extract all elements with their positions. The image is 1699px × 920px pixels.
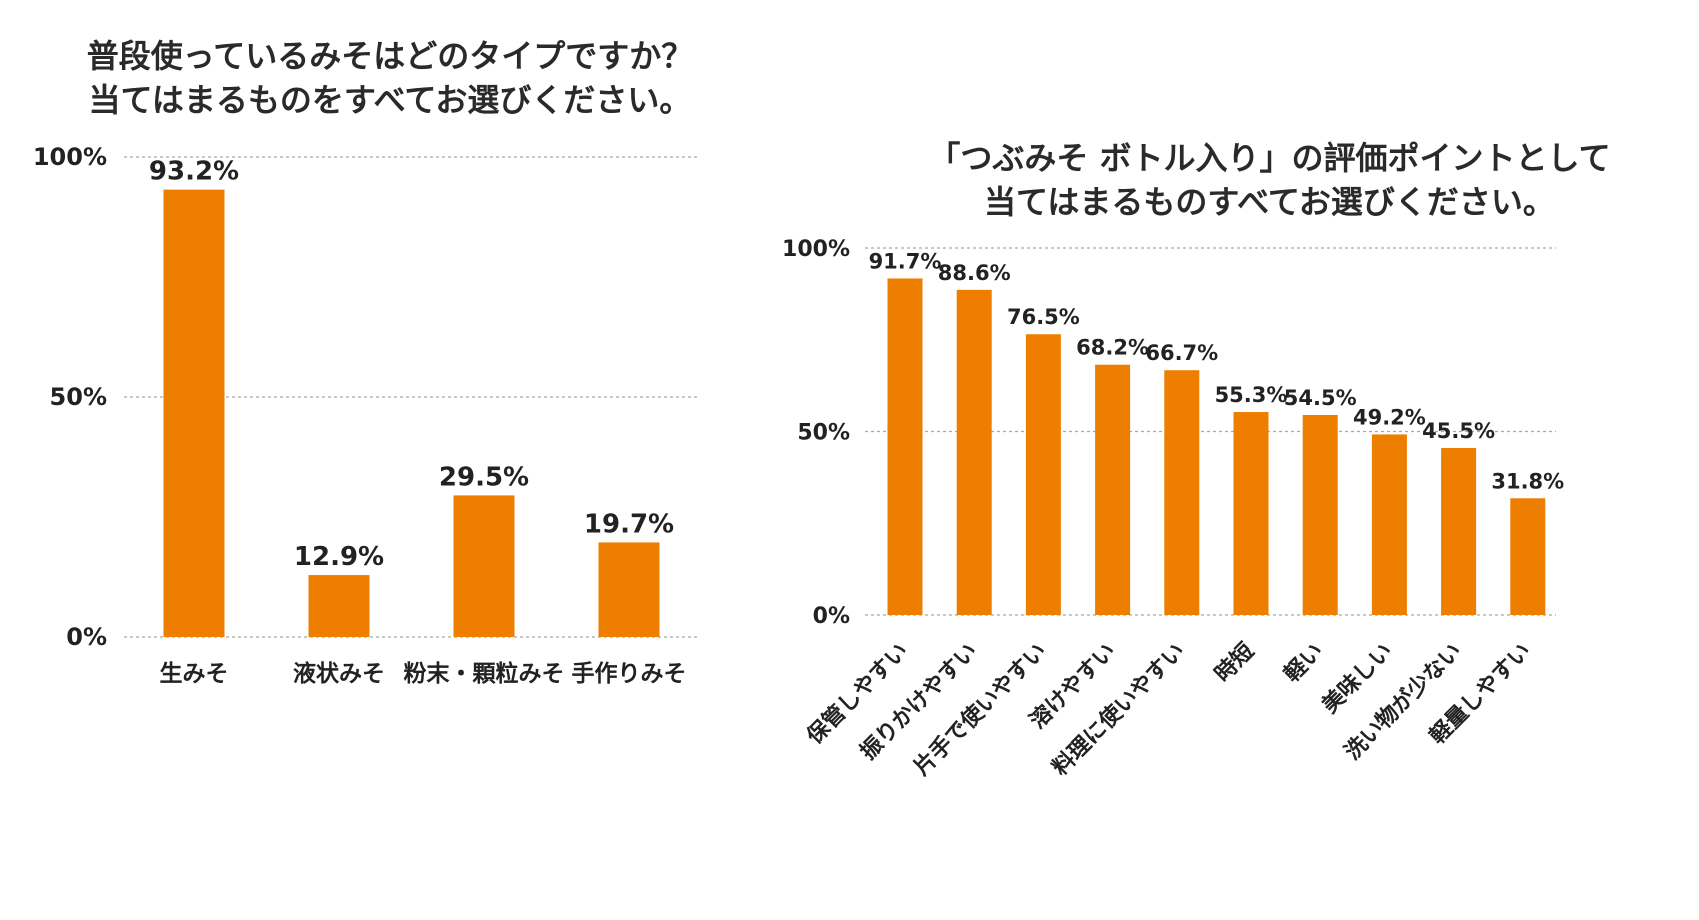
bar — [163, 189, 225, 637]
category-label: 時短 — [1210, 639, 1259, 688]
usage-chart-title-line-2: 当てはまるものをすべてお選びください。 — [88, 81, 692, 119]
category-label: 粉末・顆粒みそ — [404, 660, 565, 687]
value-label: 91.7% — [869, 249, 942, 273]
value-label: 68.2% — [1076, 336, 1149, 360]
y-tick-label: 100% — [782, 237, 850, 262]
usage-chart-title: 普段使っているみそはどのタイプですか？ 当てはまるものをすべてお選びください。 — [0, 34, 780, 122]
value-label: 12.9% — [294, 542, 384, 572]
y-tick-label: 100% — [33, 143, 107, 171]
value-label: 55.3% — [1215, 383, 1288, 407]
value-label: 29.5% — [439, 462, 529, 492]
category-label: 軽い — [1279, 638, 1329, 688]
value-label: 66.7% — [1145, 341, 1218, 365]
bar — [887, 278, 923, 615]
bar — [308, 575, 370, 637]
category-label: 生みそ — [160, 661, 229, 687]
bar — [1302, 414, 1338, 615]
rating-chart-panel: 「つぶみそ ボトル入り」の評価ポイントとして 当てはまるものすべてお選びください… — [782, 0, 1699, 920]
bar — [1510, 498, 1546, 615]
value-label: 19.7% — [584, 509, 674, 539]
y-tick-label: 0% — [813, 604, 850, 629]
category-label: 片手で使いやすい — [910, 639, 1052, 781]
category-label: 手作りみそ — [572, 661, 687, 687]
value-label: 49.2% — [1353, 405, 1426, 429]
y-tick-label: 50% — [50, 383, 107, 411]
y-tick-label: 50% — [797, 421, 850, 446]
rating-chart-title-line-1: 「つぶみそ ボトル入り」の評価ポイントとして — [928, 139, 1611, 177]
bar — [1233, 412, 1269, 615]
value-label: 45.5% — [1422, 419, 1495, 443]
usage-chart-title-line-1: 普段使っているみそはどのタイプですか？ — [86, 37, 694, 75]
usage-chart-panel: 普段使っているみそはどのタイプですか？ 当てはまるものをすべてお選びください。 … — [0, 0, 780, 920]
rating-chart-title: 「つぶみそ ボトル入り」の評価ポイントとして 当てはまるものすべてお選びください… — [840, 136, 1699, 224]
rating-bar-chart: 0%50%100% 91.7%保管しやすい88.6%振りかけやすい76.5%片手で… — [782, 237, 1564, 781]
bar — [956, 289, 992, 615]
category-label: 料理に使いやすい — [1048, 639, 1190, 781]
bar — [453, 495, 515, 637]
usage-bar-chart: 0% 50% 100% 93.2% 生みそ 12.9% 液状みそ 29.5% 粉末・顆粒みそ 19… — [33, 143, 698, 687]
bar — [1441, 448, 1477, 615]
bar — [1095, 364, 1131, 615]
value-label: 93.2% — [149, 157, 239, 187]
bar — [1025, 334, 1061, 615]
category-label: 洗い物が少ない — [1340, 638, 1467, 765]
y-tick-label: 0% — [66, 623, 107, 651]
category-label: 液状みそ — [293, 660, 385, 687]
bar — [598, 542, 660, 637]
bar — [1371, 434, 1407, 615]
value-label: 54.5% — [1284, 386, 1357, 410]
bar — [1164, 370, 1200, 615]
value-label: 76.5% — [1007, 305, 1080, 329]
rating-chart-title-line-2: 当てはまるものすべてお選びください。 — [984, 183, 1555, 221]
value-label: 31.8% — [1491, 469, 1564, 493]
value-label: 88.6% — [938, 261, 1011, 285]
category-label: 振りかけやすい — [856, 639, 983, 766]
